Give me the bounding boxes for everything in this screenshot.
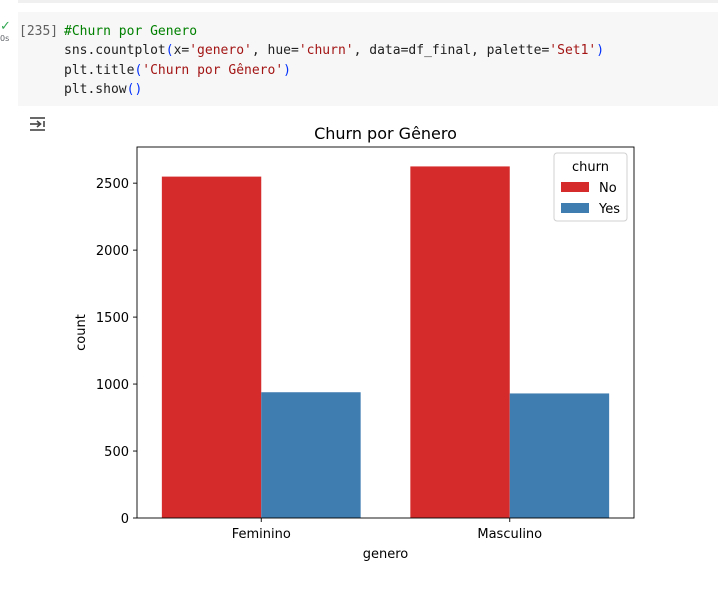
code-cell[interactable] [18,12,718,106]
code-line: #Churn por Genero [64,22,604,41]
code-token: 'genero' [189,43,252,59]
legend-swatch-no [561,182,589,192]
bar-yes-feminino [261,392,361,518]
code-token: ) [596,43,605,59]
code-token: 'Churn por Gênero' [142,62,284,78]
code-token: plt.show [64,82,127,98]
legend-label-no: No [599,181,617,196]
code-editor[interactable]: #Churn por Genero sns.countplot(x='genero… [64,12,604,100]
y-tick-label: 500 [104,445,129,460]
code-token: 'Set1' [549,43,597,59]
code-token: sns.countplot [64,43,166,59]
chart-title: Churn por Gênero [314,124,457,143]
output-toggle-icon[interactable] [28,114,48,134]
x-tick-label: Feminino [232,527,291,542]
code-token: 'churn' [298,43,354,59]
code-token: , hue= [251,43,299,59]
code-token: ) [283,62,291,78]
bar-yes-masculino [509,393,610,518]
y-tick-label: 2000 [96,244,129,259]
y-tick-label: 2500 [96,177,129,192]
code-line: plt.show() [64,80,604,99]
x-tick-label: Masculino [477,527,542,542]
code-token: ( [165,43,174,59]
y-axis-label: count [74,314,89,351]
check-icon: ✓ [0,19,11,34]
code-line: plt.title('Churn por Gênero') [64,61,604,80]
code-token: x= [173,43,190,59]
code-token: () [126,82,143,98]
legend-label-yes: Yes [598,202,620,217]
code-token: plt.title [64,62,135,78]
code-token: , data=df_final, palette= [353,43,550,59]
execution-duration: 0s [0,34,10,43]
x-axis-label: genero [363,547,409,562]
legend-title: churn [572,160,609,175]
bar-no-masculino [410,166,510,518]
top-divider [18,0,718,3]
plot-frame [136,146,635,519]
y-tick-label: 1500 [96,311,129,326]
legend-swatch-yes [561,203,589,213]
code-token: ( [134,62,143,78]
execution-status: ✓ 0s [0,20,16,43]
bar-no-feminino [161,176,262,518]
y-tick-label: 0 [121,512,129,527]
execution-count: [235] [19,24,59,39]
code-token: #Churn por Genero [64,24,198,39]
code-line: sns.countplot(x='genero', hue='churn', d… [64,41,604,60]
y-tick-label: 1000 [96,378,129,393]
